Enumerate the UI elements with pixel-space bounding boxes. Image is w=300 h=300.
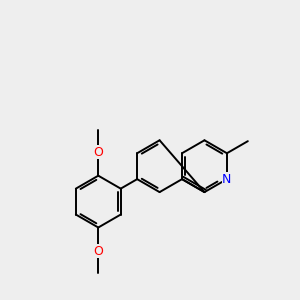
Text: O: O [93, 244, 103, 258]
Text: O: O [93, 146, 103, 159]
Text: N: N [222, 172, 232, 186]
